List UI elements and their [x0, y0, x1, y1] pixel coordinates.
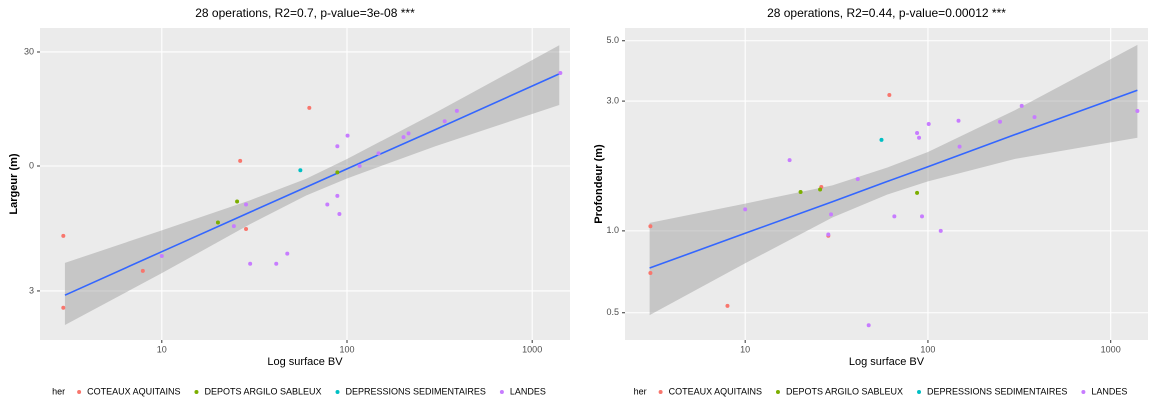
point: [798, 189, 803, 194]
point: [826, 232, 831, 237]
point: [915, 190, 920, 195]
point: [829, 212, 834, 217]
x-axis-label: Log surface BV: [267, 356, 343, 368]
point: [938, 228, 943, 233]
point: [926, 122, 931, 127]
legend-label: DEPRESSIONS SEDIMENTAIRES: [927, 386, 1067, 396]
y-tick-label: 3.0: [606, 95, 619, 105]
x-tick-label: 10: [740, 344, 750, 354]
point: [454, 108, 459, 113]
point: [406, 131, 411, 136]
point: [140, 268, 145, 273]
y-tick-label: 30: [24, 46, 34, 56]
x-axis-label: Log surface BV: [849, 356, 925, 368]
point: [231, 224, 236, 229]
y-tick-label: 0.5: [606, 307, 619, 317]
point: [887, 92, 892, 97]
point: [285, 251, 290, 256]
legend-label: COTEAUX AQUITAINS: [669, 386, 762, 396]
legend-label: DEPRESSIONS SEDIMENTAIRES: [346, 386, 486, 396]
chart-title: 28 operations, R2=0.7, p-value=3e-08 ***: [195, 6, 415, 20]
y-axis-label: Largeur (m): [8, 153, 20, 214]
point: [335, 170, 340, 175]
point: [159, 254, 164, 259]
point: [866, 323, 871, 328]
point: [357, 163, 362, 168]
fit-line: [64, 73, 560, 296]
point: [855, 177, 860, 182]
y-tick-label: 0: [29, 160, 34, 170]
point: [274, 261, 279, 266]
y-tick-label: 5.0: [606, 35, 619, 45]
point: [915, 130, 920, 135]
legend: her COTEAUX AQUITAINS DEPOTS ARGILO SABLEU…: [52, 386, 546, 396]
y-tick-label: 3: [29, 285, 34, 295]
x-tick-label: 1000: [522, 344, 542, 354]
legend-swatch: [658, 390, 663, 394]
point: [1032, 115, 1037, 120]
point: [648, 271, 653, 276]
legend-title: her: [52, 386, 65, 396]
legend-label: LANDES: [510, 386, 546, 396]
point: [244, 202, 249, 207]
point: [235, 199, 240, 204]
legend-swatch: [917, 390, 922, 394]
legend-swatch: [1081, 390, 1086, 394]
legend-label: DEPOTS ARGILO SABLEUX: [204, 386, 321, 396]
legend-label: COTEAUX AQUITAINS: [87, 386, 180, 396]
x-tick-label: 100: [339, 344, 354, 354]
panel: [625, 28, 1148, 340]
point: [376, 151, 381, 156]
fit-line: [649, 89, 1138, 269]
point: [307, 105, 312, 110]
legend-swatch: [77, 390, 82, 394]
point: [787, 158, 792, 163]
point: [879, 137, 884, 142]
point: [1019, 103, 1024, 108]
y-axis-label: Profondeur (m): [593, 144, 605, 224]
point: [998, 119, 1003, 124]
panel: [40, 28, 570, 340]
x-tick-label: 100: [920, 344, 935, 354]
point: [325, 202, 330, 207]
point: [335, 144, 340, 149]
point: [244, 226, 249, 231]
legend-label: DEPOTS ARGILO SABLEUX: [786, 386, 903, 396]
point: [743, 207, 748, 212]
legend-label: LANDES: [1091, 386, 1127, 396]
point: [215, 220, 220, 225]
point: [401, 135, 406, 140]
x-tick-label: 10: [157, 344, 167, 354]
legend: her COTEAUX AQUITAINS DEPOTS ARGILO SABLEU…: [634, 386, 1128, 396]
point: [61, 305, 66, 310]
point: [345, 133, 350, 138]
point: [917, 135, 922, 140]
x-tick-label: 1000: [1101, 344, 1121, 354]
legend-swatch: [499, 390, 504, 394]
point: [1135, 108, 1140, 113]
point: [248, 261, 253, 266]
point: [956, 118, 961, 123]
legend-swatch: [335, 390, 340, 394]
legend-swatch: [194, 390, 199, 394]
point: [61, 233, 66, 238]
point: [892, 214, 897, 219]
legend-swatch: [775, 390, 780, 394]
point: [335, 193, 340, 198]
point: [337, 211, 342, 216]
point: [298, 168, 303, 173]
point: [957, 144, 962, 149]
chart-title: 28 operations, R2=0.44, p-value=0.00012 …: [767, 6, 1006, 20]
point: [818, 187, 823, 192]
point: [238, 158, 243, 163]
y-tick-label: 1.0: [606, 225, 619, 235]
point: [648, 224, 653, 229]
point: [725, 303, 730, 308]
point: [920, 214, 925, 219]
point: [558, 71, 563, 76]
legend-title: her: [634, 386, 647, 396]
point: [442, 119, 447, 124]
